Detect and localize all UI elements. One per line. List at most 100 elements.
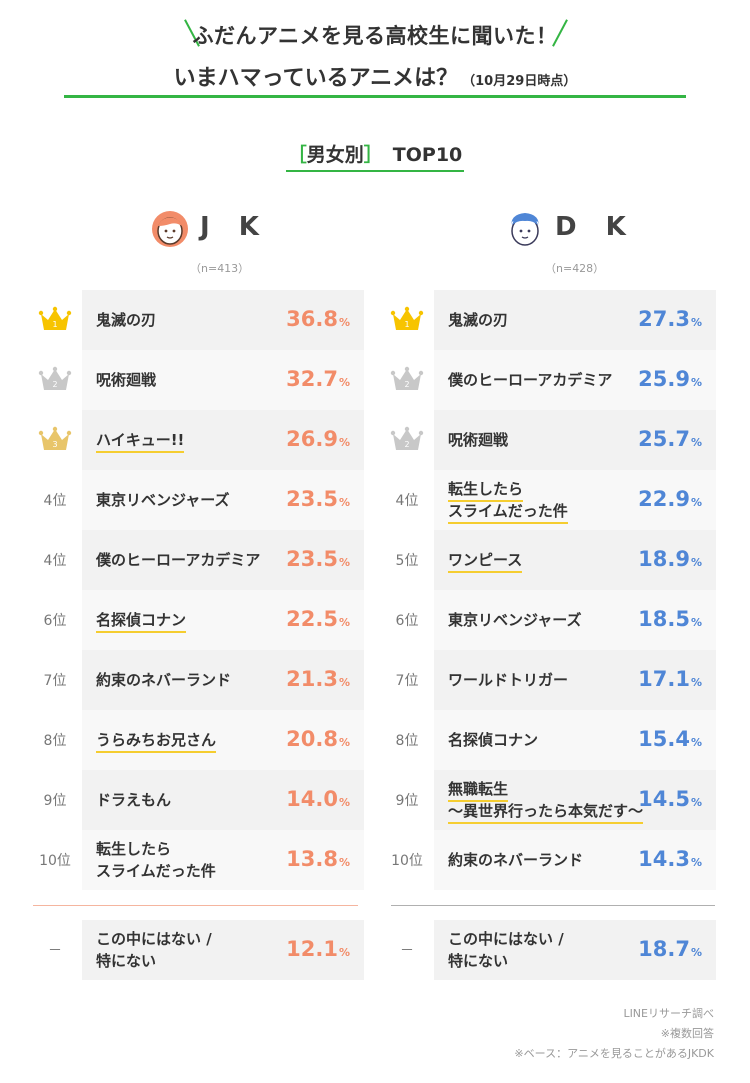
dk-row: 5位 ワンピース 18.9%: [384, 530, 716, 590]
dk-unit: %: [690, 856, 702, 869]
crown-bronze-icon: 3: [38, 426, 72, 450]
dk-item-name: 東京リベンジャーズ: [448, 609, 582, 631]
dk-bar: 転生したら スライムだった件 22.9%: [434, 470, 716, 530]
jk-item-name-line: 呪術廻戦: [96, 371, 157, 389]
title-main: いまハマっているアニメは？: [173, 66, 459, 91]
dk-other-value: 18.7%: [638, 937, 702, 961]
dk-unit: %: [690, 796, 702, 809]
dk-unit: %: [690, 616, 702, 629]
jk-rank: 9位: [32, 770, 78, 830]
jk-item-name-line: スライムだった件: [96, 862, 216, 880]
dk-rank-label: 9位: [395, 793, 419, 809]
dk-value: 18.9%: [638, 547, 702, 571]
jk-item-name: うらみちお兄さん: [96, 729, 217, 753]
jk-value: 22.5%: [286, 607, 350, 631]
footer-note1: ※複数回答: [660, 1027, 714, 1040]
jk-sample-size: （n=413）: [190, 262, 250, 275]
title-line2: いまハマっているアニメは？ （10月29日時点）: [0, 60, 750, 92]
dk-item-name-line: ～異世界行ったら本気だす～: [448, 800, 644, 824]
jk-rank-label: 6位: [43, 613, 67, 629]
crown-silver-icon: 2: [390, 366, 424, 390]
jk-row: 2 呪術廻戦 32.7%: [32, 350, 364, 410]
jk-bar: 鬼滅の刃 36.8%: [82, 290, 364, 350]
crown-rank-label: 2: [404, 380, 409, 389]
jk-rank-label: 9位: [43, 793, 67, 809]
dk-item-name-line: ワンピース: [448, 549, 523, 573]
dk-other-unit: %: [690, 946, 702, 959]
footer-source: LINEリサーチ調べ: [623, 1007, 714, 1020]
dk-row: 10位 約束のネバーランド 14.3%: [384, 830, 716, 890]
dk-bar: 呪術廻戦 25.7%: [434, 410, 716, 470]
title-underline: [64, 95, 686, 98]
dk-unit: %: [690, 736, 702, 749]
dk-separator: [391, 905, 715, 906]
dk-bar: 無職転生 ～異世界行ったら本気だす～ 14.5%: [434, 770, 716, 830]
date-note: （10月29日時点）: [462, 74, 577, 89]
crown-rank-label: 1: [404, 320, 409, 329]
jk-bar: 約束のネバーランド 21.3%: [82, 650, 364, 710]
dk-rank-label: 4位: [395, 493, 419, 509]
jk-row-other: － この中にはない / 特にない 12.1%: [32, 920, 364, 980]
jk-bar: 転生したら スライムだった件 13.8%: [82, 830, 364, 890]
dk-rank: 9位: [384, 770, 430, 830]
dk-row: 9位 無職転生 ～異世界行ったら本気だす～ 14.5%: [384, 770, 716, 830]
crown-rank-label: 2: [404, 440, 409, 449]
jk-rank-other: －: [32, 920, 78, 980]
dk-item-name-line: 約束のネバーランド: [448, 851, 584, 869]
jk-unit: %: [338, 316, 350, 329]
dk-item-name-line: 転生したら: [448, 478, 568, 502]
dk-rank: 2: [384, 410, 430, 470]
jk-value: 14.0%: [286, 787, 350, 811]
jk-rank-label: 4位: [43, 493, 67, 509]
girl-avatar-icon: [152, 211, 188, 247]
dk-rank: 5位: [384, 530, 430, 590]
dk-item-name-line: 無職転生: [448, 778, 643, 802]
dk-value: 27.3%: [638, 307, 702, 331]
dk-item-name: 無職転生 ～異世界行ったら本気だす～: [448, 778, 644, 824]
dk-unit: %: [690, 436, 702, 449]
jk-item-name: ハイキュー!!: [96, 429, 185, 453]
jk-rank: 4位: [32, 530, 78, 590]
jk-rank: 3: [32, 410, 78, 470]
crown-gold-icon: 1: [390, 306, 424, 330]
jk-other-name: この中にはない / 特にない: [96, 928, 212, 972]
jk-bar: 呪術廻戦 32.7%: [82, 350, 364, 410]
header: ふだんアニメを見る高校生に聞いた！ いまハマっているアニメは？ （10月29日時点…: [0, 0, 750, 100]
dk-item-name: ワールドトリガー: [448, 669, 568, 691]
jk-other-value: 12.1%: [286, 937, 350, 961]
dk-item-name: 僕のヒーローアカデミア: [448, 369, 612, 391]
dk-bar-other: この中にはない / 特にない 18.7%: [434, 920, 716, 980]
jk-other-name-line: 特にない: [96, 952, 157, 970]
jk-item-name: 鬼滅の刃: [96, 309, 156, 331]
title-line1: ふだんアニメを見る高校生に聞いた！: [192, 24, 558, 48]
dk-rank-other: －: [384, 920, 430, 980]
section-title: ［男女別］ TOP10: [0, 140, 750, 167]
dk-rank: 4位: [384, 470, 430, 530]
jk-unit: %: [338, 376, 350, 389]
jk-value: 32.7%: [286, 367, 350, 391]
jk-item-name-line: 名探偵コナン: [96, 609, 187, 633]
jk-value: 21.3%: [286, 667, 350, 691]
dk-row: 6位 東京リベンジャーズ 18.5%: [384, 590, 716, 650]
jk-bar: 僕のヒーローアカデミア 23.5%: [82, 530, 364, 590]
jk-column-head: J K （n=413）: [150, 208, 350, 278]
dk-unit: %: [690, 316, 702, 329]
jk-rank: 6位: [32, 590, 78, 650]
dk-bar: 約束のネバーランド 14.3%: [434, 830, 716, 890]
crown-rank-label: 1: [52, 320, 57, 329]
jk-rank: 8位: [32, 710, 78, 770]
dk-item-name-line: 鬼滅の刃: [448, 311, 509, 329]
dk-rank: 1: [384, 290, 430, 350]
jk-row: 10位 転生したら スライムだった件 13.8%: [32, 830, 364, 890]
jk-item-name-line: 東京リベンジャーズ: [96, 491, 230, 509]
jk-item-name-line: うらみちお兄さん: [96, 729, 217, 753]
dk-rank-label: 7位: [395, 673, 419, 689]
footer: LINEリサーチ調べ ※複数回答 ※ベース：アニメを見ることがあるJKDK: [514, 1004, 714, 1064]
dk-item-name-line: 呪術廻戦: [448, 431, 509, 449]
jk-value: 36.8%: [286, 307, 350, 331]
jk-bar-other: この中にはない / 特にない 12.1%: [82, 920, 364, 980]
dk-item-name: 名探偵コナン: [448, 729, 538, 751]
jk-item-name-line: 鬼滅の刃: [96, 311, 157, 329]
dk-label: D K: [555, 212, 636, 242]
dk-bar: 僕のヒーローアカデミア 25.9%: [434, 350, 716, 410]
